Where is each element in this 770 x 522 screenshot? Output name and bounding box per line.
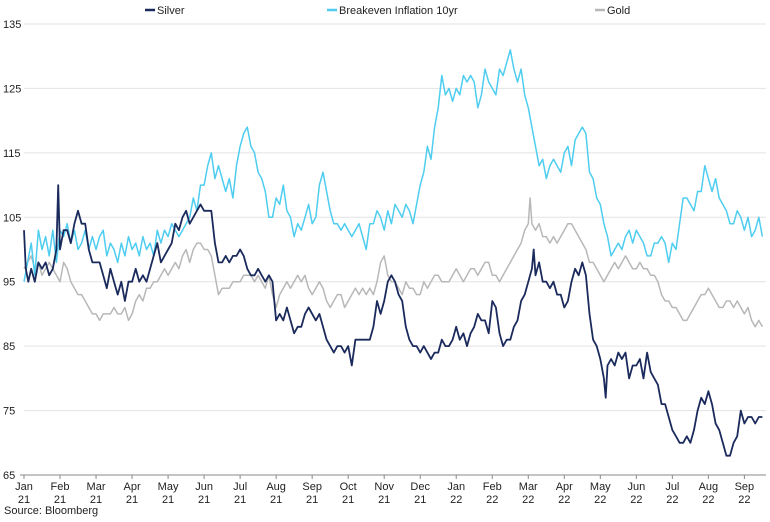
legend-label: Gold bbox=[607, 5, 630, 17]
x-tick-label-month: Dec bbox=[410, 481, 430, 493]
x-tick-label-month: Jul bbox=[233, 481, 247, 493]
y-tick-label: 95 bbox=[3, 277, 15, 289]
x-tick-label-month: Apr bbox=[556, 481, 573, 493]
x-tick-label-month: Feb bbox=[51, 481, 70, 493]
x-tick-label-year: 21 bbox=[234, 494, 246, 506]
y-tick-label: 65 bbox=[3, 470, 15, 482]
x-tick-label-month: Oct bbox=[340, 481, 357, 493]
x-tick-label-year: 21 bbox=[306, 494, 318, 506]
x-tick-label-year: 21 bbox=[90, 494, 102, 506]
series-line-breakeven-inflation-10yr bbox=[23, 49, 764, 282]
legend-label: Silver bbox=[157, 5, 185, 17]
x-tick-label-year: 22 bbox=[702, 494, 714, 506]
x-tick-label-year: 22 bbox=[630, 494, 642, 506]
x-tick-label-month: Mar bbox=[87, 481, 106, 493]
x-tick-label-month: Mar bbox=[519, 481, 538, 493]
x-tick-label-year: 22 bbox=[486, 494, 498, 506]
x-tick-label-month: May bbox=[590, 481, 611, 493]
x-tick-label-month: Aug bbox=[266, 481, 286, 493]
series-group bbox=[23, 49, 764, 457]
x-tick-label-month: Jan bbox=[447, 481, 465, 493]
y-tick-label: 85 bbox=[3, 341, 15, 353]
x-tick-label-month: May bbox=[158, 481, 179, 493]
x-tick-label-year: 21 bbox=[162, 494, 174, 506]
y-tick-label: 135 bbox=[3, 19, 21, 31]
x-tick-label-year: 21 bbox=[342, 494, 354, 506]
x-tick-label-year: 22 bbox=[594, 494, 606, 506]
series-line-silver bbox=[23, 184, 763, 457]
x-tick-label-month: Jul bbox=[665, 481, 679, 493]
x-tick-label-year: 21 bbox=[378, 494, 390, 506]
x-tick-label-year: 21 bbox=[126, 494, 138, 506]
x-tick-label-year: 22 bbox=[738, 494, 750, 506]
x-tick-label-year: 21 bbox=[54, 494, 66, 506]
x-tick-label-month: Apr bbox=[123, 481, 140, 493]
x-tick-label-year: 22 bbox=[666, 494, 678, 506]
gridlines bbox=[24, 23, 766, 476]
x-tick-label-month: Sep bbox=[735, 481, 755, 493]
legend-label: Breakeven Inflation 10yr bbox=[339, 5, 458, 17]
x-tick-label-year: 21 bbox=[414, 494, 426, 506]
x-tick-label-year: 21 bbox=[198, 494, 210, 506]
source-note: Source: Bloomberg bbox=[4, 505, 99, 517]
x-tick-label-year: 21 bbox=[18, 494, 30, 506]
x-tick-label-year: 21 bbox=[270, 494, 282, 506]
x-tick-label-month: Nov bbox=[374, 481, 394, 493]
x-tick-label-year: 22 bbox=[558, 494, 570, 506]
y-tick-label: 125 bbox=[3, 83, 21, 95]
x-tick-label-month: Jun bbox=[195, 481, 213, 493]
x-tick-label-month: Jun bbox=[627, 481, 645, 493]
x-tick-label-month: Feb bbox=[483, 481, 502, 493]
x-tick-label-month: Sep bbox=[302, 481, 322, 493]
y-tick-label: 75 bbox=[3, 406, 15, 418]
y-tick-label: 115 bbox=[3, 148, 21, 160]
y-tick-label: 105 bbox=[3, 212, 21, 224]
y-axis: 65 75 85 95 105 115 125 135 bbox=[3, 19, 21, 482]
x-tick-label-month: Jan bbox=[15, 481, 33, 493]
x-axis: Jan21Feb21Mar21Apr21May21Jun21Jul21Aug21… bbox=[15, 474, 766, 506]
x-tick-label-year: 22 bbox=[450, 494, 462, 506]
legend: Silver Breakeven Inflation 10yr Gold bbox=[145, 5, 630, 17]
x-tick-label-month: Aug bbox=[699, 481, 719, 493]
x-tick-label-year: 22 bbox=[522, 494, 534, 506]
